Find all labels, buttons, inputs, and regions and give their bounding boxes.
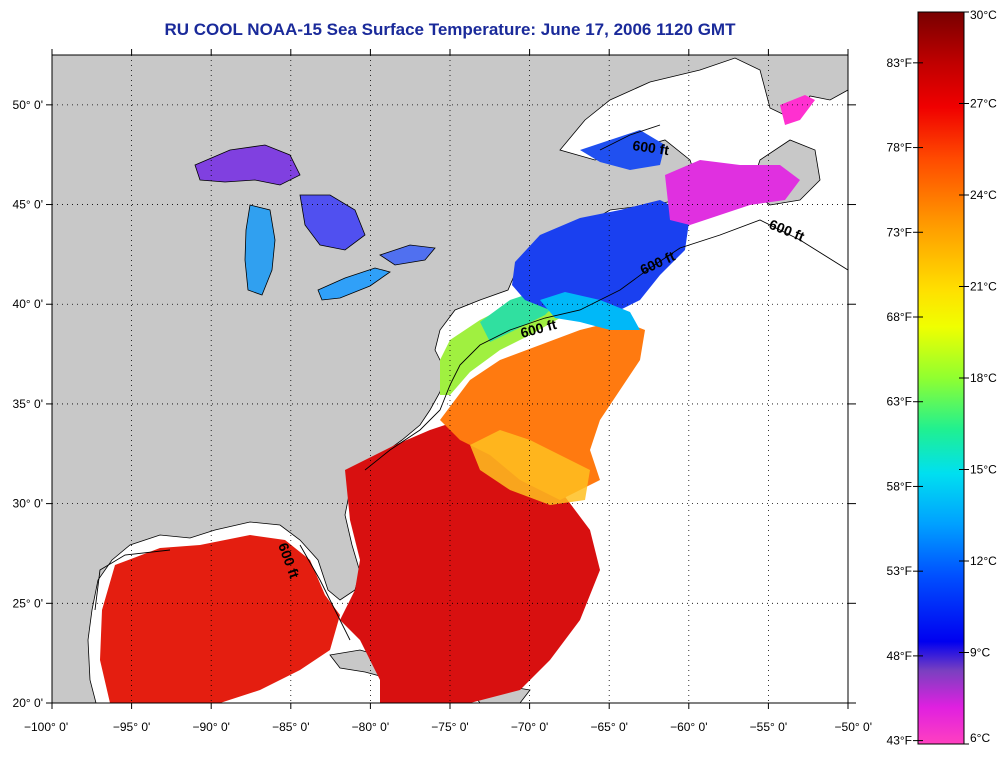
colorbar-fahrenheit-label: 63°F [887,395,912,409]
sst-mid-atlantic [440,300,560,395]
colorbar-fahrenheit-label: 53°F [887,564,912,578]
isobath-600ft [94,124,848,641]
colorbar-celsius-label: 9°C [970,646,990,660]
colorbar [917,11,965,745]
y-axis-ticks: 50° 0' 45° 0' 40° 0' 35° 0' 30° 0' 25° 0' 20° … [13,98,856,710]
colorbar-fahrenheit-label: 58°F [887,479,912,493]
lake-ontario [379,244,436,266]
x-tick-label: −75° 0' [431,720,468,734]
x-tick-label: −55° 0' [750,720,787,734]
x-tick-label: −80° 0' [352,720,389,734]
map-title: RU COOL NOAA-15 Sea Surface Temperature:… [164,20,736,39]
x-tick-label: −70° 0' [511,720,548,734]
colorbar-fahrenheit-label: 78°F [887,141,912,155]
x-tick-label: −95° 0' [113,720,150,734]
sst-gulf-st-lawrence [665,160,800,225]
colorbar-celsius-label: 12°C [970,554,997,568]
contour-label: 600 ft [632,137,671,158]
colorbar-ticks: 30°C 27°C 24°C 21°C 18°C 15°C 12°C 9°C 6°C 83°F 78… [887,8,998,748]
lake-superior [194,144,301,186]
y-tick-label: 30° 0' [13,497,43,511]
sst-gulf-of-maine [512,200,690,320]
y-tick-label: 25° 0' [13,596,43,610]
y-tick-label: 50° 0' [13,98,43,112]
sst-scotian-shelf-cyan [540,292,640,330]
y-tick-label: 40° 0' [13,297,43,311]
colorbar-celsius-label: 6°C [970,731,990,745]
colorbar-fahrenheit-label: 43°F [887,734,912,748]
colorbar-fahrenheit-label: 48°F [887,649,912,663]
sst-st-lawrence-river [580,130,665,170]
x-tick-label: −65° 0' [590,720,627,734]
graticule [52,55,848,703]
y-tick-label: 20° 0' [13,696,43,710]
x-tick-label: −60° 0' [670,720,707,734]
colorbar-celsius-label: 15°C [970,463,997,477]
sst-gulf-of-mexico [100,535,340,703]
colorbar-fahrenheit-label: 68°F [887,310,912,324]
lake-michigan [244,204,276,296]
lake-huron [299,194,366,251]
x-axis-ticks: −100° 0' −95° 0' −90° 0' −85° 0' −80° 0' −75°… [24,49,872,734]
y-tick-label: 35° 0' [13,397,43,411]
x-tick-label: −100° 0' [24,720,68,734]
x-tick-label: −90° 0' [192,720,229,734]
lake-erie [317,267,391,301]
colorbar-celsius-label: 30°C [970,8,997,22]
colorbar-celsius-label: 24°C [970,188,997,202]
x-tick-label: −50° 0' [835,720,872,734]
colorbar-celsius-label: 18°C [970,371,997,385]
sst-labrador-pink [780,95,815,125]
colorbar-fahrenheit-label: 73°F [887,225,912,239]
colorbar-celsius-label: 21°C [970,280,997,294]
colorbar-celsius-label: 27°C [970,97,997,111]
colorbar-fahrenheit-label: 83°F [887,56,912,70]
y-tick-label: 45° 0' [13,198,43,212]
x-tick-label: −85° 0' [272,720,309,734]
sst-warm-yellow [470,430,590,505]
